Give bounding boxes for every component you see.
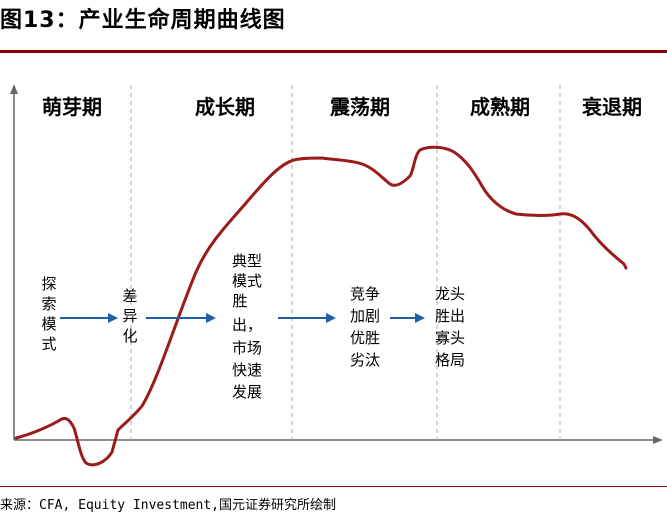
svg-text:胜出: 胜出 xyxy=(435,307,465,325)
svg-text:差: 差 xyxy=(122,287,137,305)
flow-arrow-2 xyxy=(146,313,216,323)
svg-text:快速: 快速 xyxy=(232,361,262,379)
stage-explore: 探 索 模 式 xyxy=(41,275,56,353)
svg-text:加剧: 加剧 xyxy=(350,307,380,325)
phase-label-4: 成熟期 xyxy=(470,95,530,119)
flow-arrow-3 xyxy=(278,313,336,323)
svg-text:寡头: 寡头 xyxy=(435,329,465,347)
svg-text:化: 化 xyxy=(122,327,137,345)
flow-arrow-4 xyxy=(390,313,425,323)
flow-arrow-1 xyxy=(60,313,118,323)
phase-label-3: 震荡期 xyxy=(330,95,390,119)
svg-text:索: 索 xyxy=(41,295,56,313)
source-rule xyxy=(0,486,667,487)
svg-text:异: 异 xyxy=(122,307,137,325)
phase-label-1: 萌芽期 xyxy=(42,95,102,119)
lifecycle-curve xyxy=(14,145,628,467)
svg-text:优胜: 优胜 xyxy=(350,329,380,347)
svg-text:出，: 出， xyxy=(232,316,262,334)
phase-label-2: 成长期 xyxy=(195,95,255,119)
svg-text:典型: 典型 xyxy=(232,252,262,270)
svg-text:探: 探 xyxy=(41,275,56,293)
svg-text:模: 模 xyxy=(41,315,56,333)
svg-text:发展: 发展 xyxy=(232,383,262,401)
stage-differentiate: 差 异 化 xyxy=(122,287,137,345)
figure-title: 图13：产业生命周期曲线图 xyxy=(0,8,286,33)
x-axis-arrow xyxy=(653,436,663,444)
stage-typical-model: 典型 模式 胜 出， 市场 快速 发展 xyxy=(232,252,262,401)
title-rule xyxy=(0,50,667,53)
svg-text:胜: 胜 xyxy=(232,292,247,310)
svg-text:市场: 市场 xyxy=(232,339,262,357)
stage-competition: 竞争 加剧 优胜 劣汰 xyxy=(350,285,380,369)
stage-leaders: 龙头 胜出 寡头 格局 xyxy=(435,285,465,369)
svg-text:格局: 格局 xyxy=(435,351,465,369)
source-note: 来源：CFA, Equity Investment,国元证券研究所绘制 xyxy=(0,498,337,513)
y-axis-arrow xyxy=(10,84,18,94)
phase-label-5: 衰退期 xyxy=(581,95,642,119)
svg-text:龙头: 龙头 xyxy=(435,285,465,303)
svg-text:模式: 模式 xyxy=(232,272,262,290)
svg-text:式: 式 xyxy=(41,335,56,353)
svg-text:劣汰: 劣汰 xyxy=(350,351,380,369)
svg-text:竞争: 竞争 xyxy=(350,285,380,303)
